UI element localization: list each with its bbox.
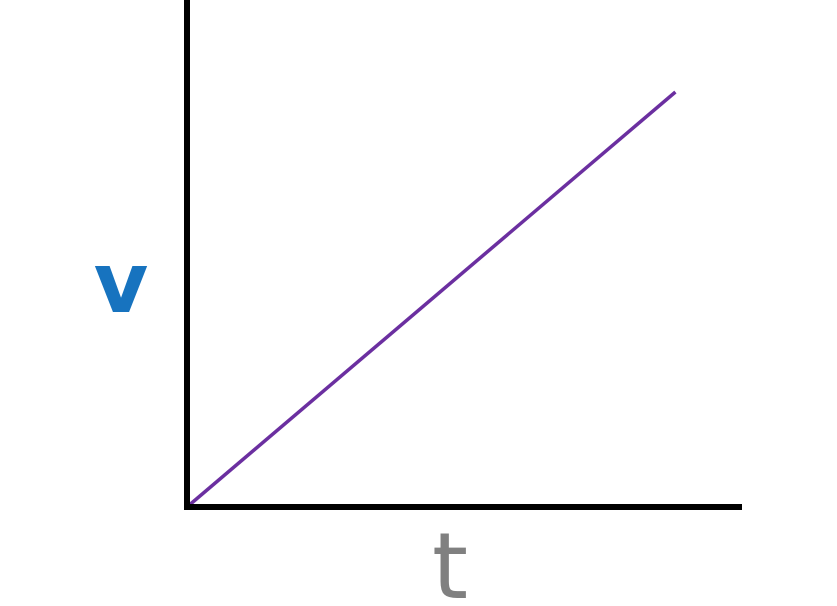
x-axis-label: t xyxy=(432,513,468,606)
series-line-0 xyxy=(185,90,677,509)
plot-area xyxy=(185,90,677,509)
y-axis-label: v xyxy=(94,234,149,332)
